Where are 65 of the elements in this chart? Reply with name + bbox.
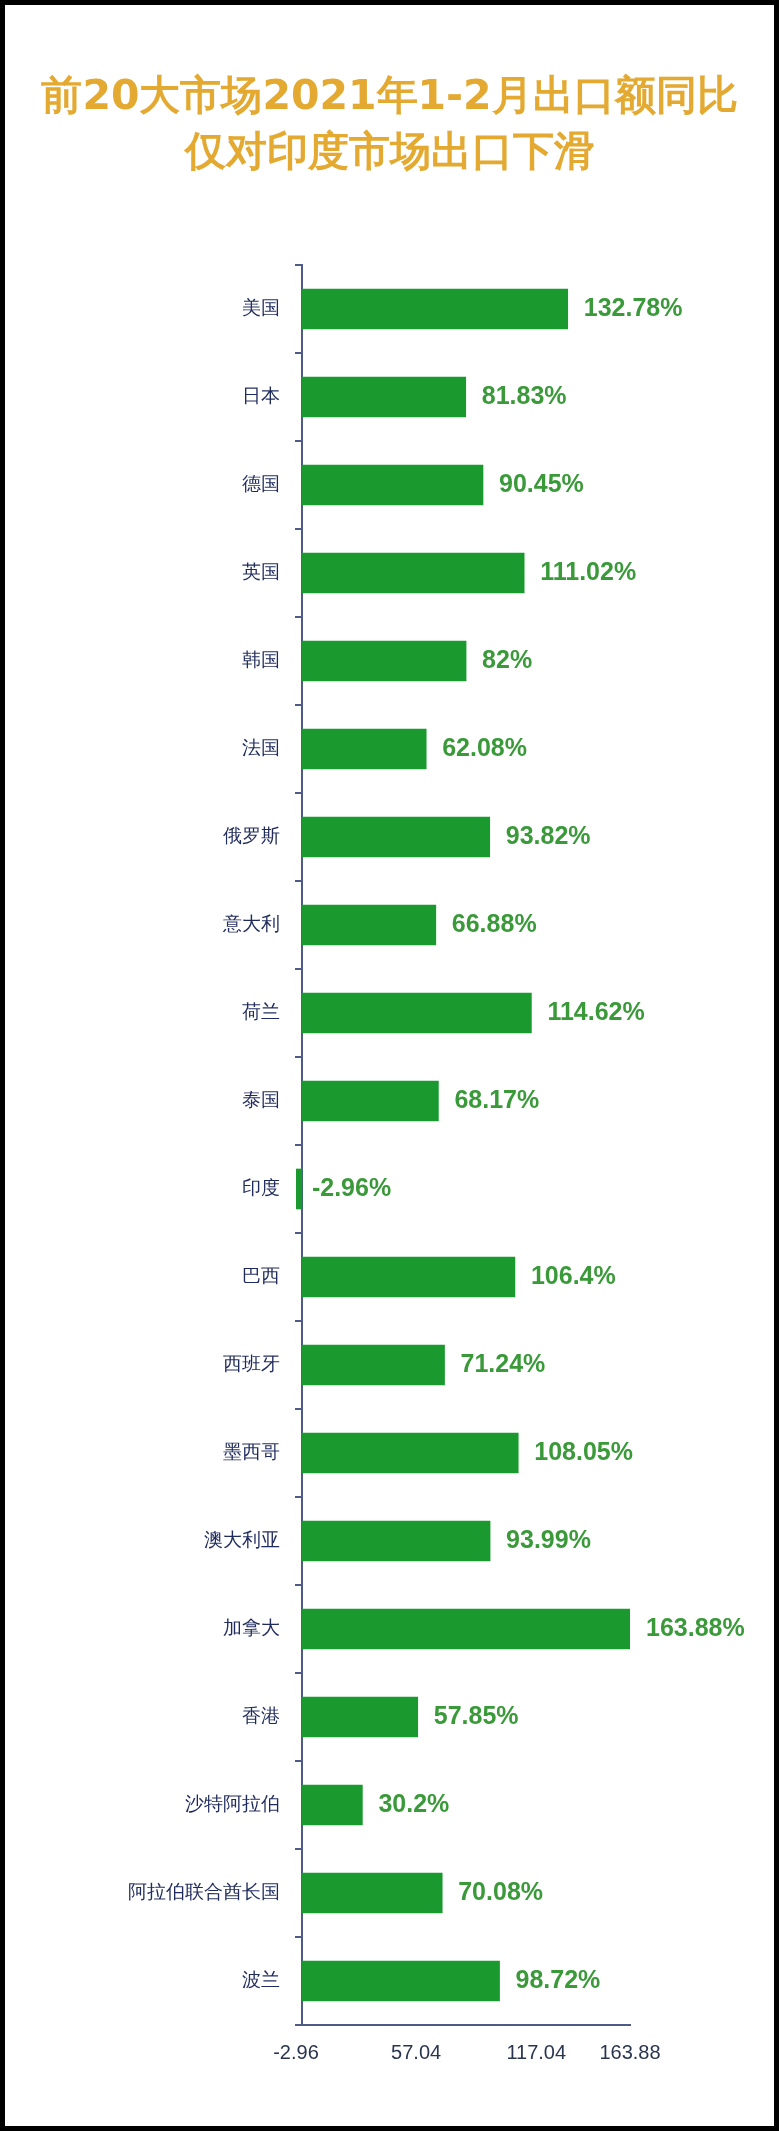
data-label: 70.08% [458, 1876, 544, 1905]
y-tick-label: 日本 [242, 383, 280, 406]
data-label: 90.45% [499, 468, 584, 497]
bar [301, 1520, 491, 1562]
bar [301, 1344, 445, 1386]
y-tick-label: 墨西哥 [223, 1439, 280, 1462]
data-label: 93.82% [505, 820, 591, 849]
y-tick-label: 澳大利亚 [204, 1527, 280, 1550]
x-tick-label: 163.88 [599, 2040, 661, 2063]
bar [301, 1696, 419, 1738]
data-label: 114.62% [547, 996, 645, 1025]
bar [301, 1432, 519, 1474]
data-label: 106.4% [530, 1260, 616, 1289]
chart-title: 前20大市场2021年1-2月出口额同比仅对印度市场出口下滑 [40, 70, 739, 177]
data-label: 108.05% [534, 1436, 633, 1465]
bar [301, 376, 467, 418]
bar [301, 640, 467, 682]
bar [301, 464, 484, 506]
data-label: 93.99% [506, 1524, 591, 1553]
bar [301, 904, 437, 946]
data-label: 62.08% [442, 732, 527, 761]
y-tick-label: 美国 [242, 295, 280, 318]
y-tick-label: 泰国 [242, 1087, 280, 1110]
y-tick-label: 英国 [242, 559, 280, 582]
y-tick-label: 巴西 [242, 1263, 280, 1286]
y-tick-label: 俄罗斯 [223, 823, 280, 846]
y-tick-label: 波兰 [242, 1967, 280, 1990]
bar [301, 1872, 443, 1914]
bar [301, 1960, 500, 2002]
data-label: 98.72% [515, 1964, 601, 1993]
y-tick-label: 西班牙 [223, 1351, 280, 1374]
y-tick-label: 沙特阿拉伯 [185, 1791, 280, 1814]
bar [296, 1168, 303, 1210]
bar [301, 992, 532, 1034]
bar [301, 1784, 363, 1826]
y-tick-label: 加拿大 [223, 1615, 280, 1638]
data-label: 66.88% [451, 908, 537, 937]
data-label: 30.2% [378, 1788, 450, 1817]
x-tick-label: 117.04 [506, 2040, 567, 2063]
y-tick-label: 印度 [242, 1175, 280, 1198]
data-label: 71.24% [460, 1348, 546, 1377]
bar [301, 1608, 630, 1650]
y-tick-label: 法国 [242, 735, 280, 758]
data-label: -2.96% [311, 1172, 392, 1201]
bar [301, 1080, 439, 1122]
data-label: 163.88% [646, 1612, 745, 1641]
bar [301, 288, 569, 330]
y-tick-label: 意大利 [222, 911, 280, 934]
bar [301, 552, 525, 594]
data-label: 132.78% [583, 292, 683, 321]
data-label: 81.83% [481, 380, 567, 409]
y-tick-label: 阿拉伯联合酋长国 [128, 1879, 280, 1902]
y-tick-label: 荷兰 [242, 999, 280, 1022]
data-label: 57.85% [433, 1700, 519, 1729]
data-label: 68.17% [454, 1084, 540, 1113]
y-tick-label: 韩国 [242, 647, 280, 670]
bar [301, 728, 427, 770]
data-label: 82% [482, 644, 533, 673]
x-tick-label: -2.96 [273, 2040, 319, 2063]
x-tick-label: 57.04 [391, 2040, 442, 2063]
data-label: 111.02% [540, 556, 637, 585]
y-tick-label: 香港 [242, 1703, 280, 1726]
bar [301, 816, 491, 858]
y-tick-label: 德国 [242, 471, 280, 494]
bar [301, 1256, 516, 1298]
